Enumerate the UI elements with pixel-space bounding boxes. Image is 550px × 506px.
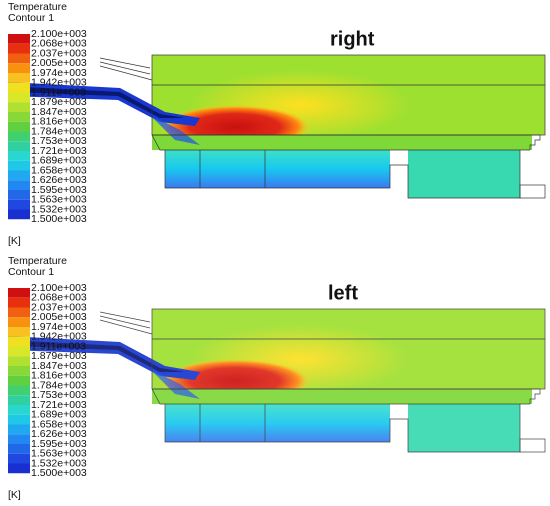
legend-level: 1.911e+003 (31, 340, 86, 352)
legend-level: 1.911e+003 (31, 86, 86, 98)
legend-level: 1.879e+003 (31, 350, 87, 362)
legend-level: 2.005e+003 (31, 57, 87, 69)
legend-level: 1.563e+003 (31, 448, 87, 460)
panel-label: right (330, 28, 375, 50)
color-swatch (8, 112, 30, 122)
color-swatch (8, 395, 30, 405)
color-swatch (8, 463, 30, 474)
legend-level: 1.753e+003 (31, 135, 87, 147)
legend-subtitle: Contour 1 (8, 12, 54, 24)
legend-level: 2.037e+003 (31, 301, 87, 313)
legend-subtitle: Contour 1 (8, 266, 54, 278)
color-swatch (8, 405, 30, 415)
legend-level: 1.658e+003 (31, 164, 87, 176)
legend-level: 1.847e+003 (31, 106, 87, 118)
color-swatch (8, 102, 30, 112)
legend-level: 1.879e+003 (31, 96, 87, 108)
color-swatch (8, 366, 30, 376)
color-swatch (8, 375, 30, 386)
color-swatch (8, 63, 30, 73)
color-swatch (8, 82, 30, 93)
legend-level: 1.563e+003 (31, 194, 87, 206)
contour-plot (7, 54, 546, 199)
legend-level: 1.689e+003 (31, 409, 87, 421)
color-swatch (8, 141, 30, 151)
color-swatch (8, 160, 30, 171)
legend-level: 1.721e+003 (31, 399, 87, 411)
color-swatch (8, 453, 30, 464)
legend-level: 1.721e+003 (31, 145, 87, 157)
legend-level: 1.595e+003 (31, 184, 87, 196)
legend-level: 1.974e+003 (31, 67, 87, 79)
color-swatch (8, 414, 30, 425)
color-swatch (8, 307, 30, 318)
legend-level: 1.816e+003 (31, 370, 87, 382)
color-swatch (8, 288, 30, 298)
color-swatch (8, 424, 30, 435)
color-swatch (8, 336, 30, 347)
color-swatch (8, 151, 30, 161)
legend-level: 1.689e+003 (31, 155, 87, 167)
legend-level: 1.500e+003 (31, 467, 87, 479)
color-swatch (8, 209, 30, 220)
legend-unit: [K] (8, 235, 21, 247)
legend-title: Temperature (8, 1, 67, 13)
legend-level: 2.100e+003 (31, 28, 87, 40)
color-swatch (8, 180, 30, 190)
color-swatch (8, 199, 30, 210)
color-swatch (8, 317, 30, 327)
legend-level: 2.100e+003 (31, 282, 87, 294)
color-swatch (8, 297, 30, 308)
legend-level: 1.942e+003 (31, 331, 87, 343)
legend-level: 2.005e+003 (31, 311, 87, 323)
legend-level: 1.532e+003 (31, 203, 87, 215)
legend-level: 2.037e+003 (31, 47, 87, 59)
color-swatch (8, 190, 30, 200)
legend-level: 1.658e+003 (31, 418, 87, 430)
legend-level: 1.532e+003 (31, 457, 87, 469)
color-swatch (8, 92, 30, 103)
color-swatch (8, 34, 30, 44)
color-swatch (8, 327, 30, 337)
legend-level: 1.816e+003 (31, 116, 87, 128)
color-swatch (8, 121, 30, 132)
color-swatch (8, 346, 30, 357)
legend-level: 1.784e+003 (31, 379, 87, 391)
color-swatch (8, 444, 30, 454)
panel-label: left (328, 282, 358, 304)
legend-title: Temperature (8, 255, 67, 267)
legend-level: 2.068e+003 (31, 38, 87, 50)
color-swatch (8, 131, 30, 142)
legend-level: 1.784e+003 (31, 125, 87, 137)
contour-plot (7, 308, 546, 453)
legend-level: 1.942e+003 (31, 77, 87, 89)
legend-level: 1.626e+003 (31, 174, 87, 186)
color-swatch (8, 356, 30, 366)
legend-level: 1.847e+003 (31, 360, 87, 372)
legend-level: 2.068e+003 (31, 292, 87, 304)
color-swatch (8, 170, 30, 181)
color-swatch (8, 73, 30, 83)
legend-level: 1.753e+003 (31, 389, 87, 401)
color-swatch (8, 53, 30, 64)
legend-level: 1.500e+003 (31, 213, 87, 225)
legend-level: 1.595e+003 (31, 438, 87, 450)
legend-level: 1.974e+003 (31, 321, 87, 333)
color-swatch (8, 385, 30, 396)
legend-unit: [K] (8, 489, 21, 501)
color-swatch (8, 43, 30, 54)
color-swatch (8, 434, 30, 444)
legend-level: 1.626e+003 (31, 428, 87, 440)
